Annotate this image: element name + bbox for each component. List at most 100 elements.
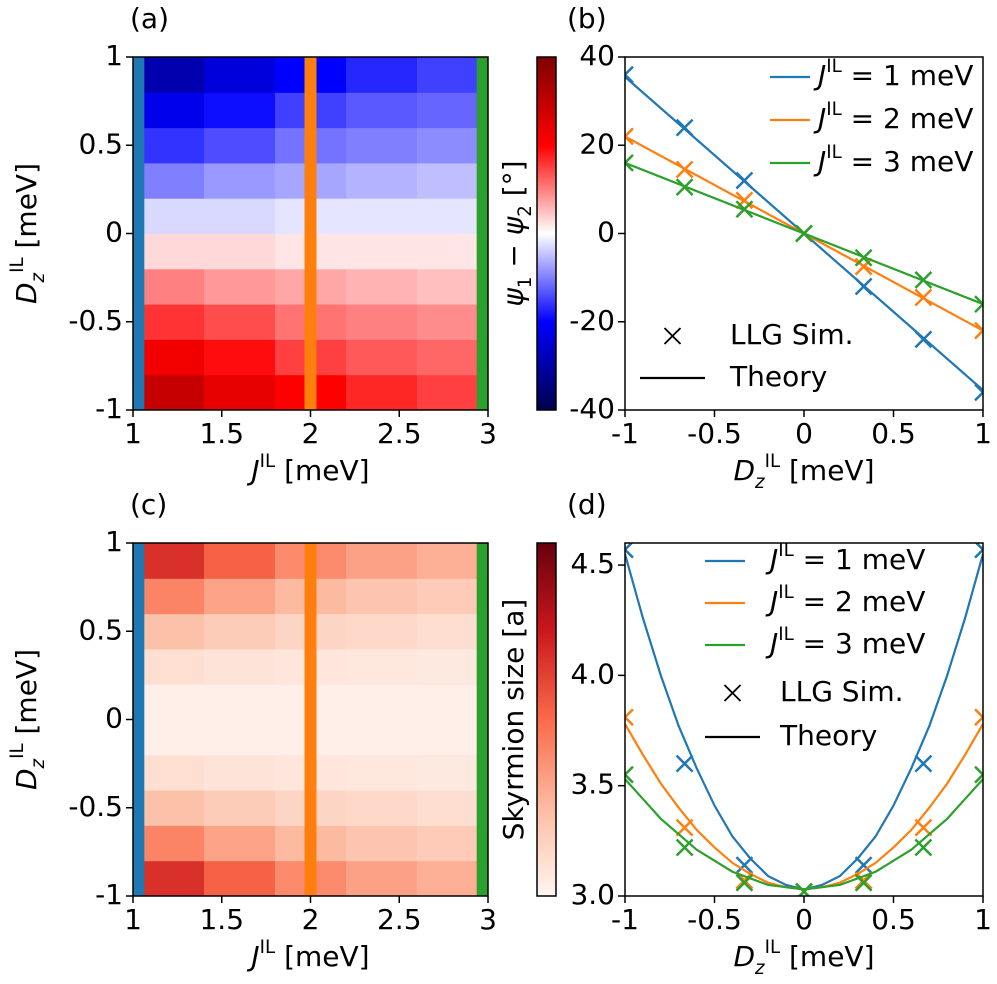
sim-marker <box>735 873 754 892</box>
text-part: [meV] <box>780 454 874 487</box>
sim-marker <box>854 257 873 276</box>
heatmap-cell <box>417 684 488 720</box>
y-tick-label: 3.0 <box>570 878 615 911</box>
x-tick-label: 0 <box>795 903 813 936</box>
x-tick-label: -1 <box>611 903 639 936</box>
panel-label: (d) <box>567 488 607 521</box>
text-part: [meV] <box>275 940 369 973</box>
y-tick-label: 4.0 <box>570 657 615 690</box>
heatmap-cell <box>417 543 488 579</box>
x-tick-label: 2 <box>302 903 320 936</box>
text-part: D <box>10 768 43 790</box>
text-part: J <box>813 102 826 135</box>
sim-marker <box>974 543 983 559</box>
x-axis-label: DzIL [meV] <box>733 937 874 979</box>
heatmap-cell <box>133 613 205 650</box>
text-part: D <box>10 282 43 304</box>
x-tick-label: 3 <box>479 417 497 450</box>
heatmap-cell <box>133 578 205 615</box>
legend-label: JIL = 2 meV <box>813 99 973 136</box>
y-tick-label: 1 <box>105 525 123 558</box>
heatmap-cell <box>133 162 205 199</box>
y-tick-label: 0 <box>105 702 123 735</box>
heatmap-cell <box>346 198 418 234</box>
x-tick-label: 1 <box>974 903 992 936</box>
heatmap-cell <box>204 268 276 305</box>
legend-label: LLG Sim. <box>780 675 904 708</box>
heatmap-cell <box>133 339 205 376</box>
sim-marker <box>735 856 754 874</box>
text-part: IL <box>260 937 276 958</box>
x-tick-label: 3 <box>479 903 497 936</box>
sim-marker <box>735 200 754 219</box>
text-part: J <box>246 454 259 487</box>
text-part: = 1 meV <box>794 543 926 576</box>
heatmap-cell <box>417 304 488 340</box>
y-tick-label: 0 <box>597 216 615 249</box>
heatmap-cell <box>417 198 488 234</box>
panel: (c)Skyrmion size [a]DzIL [meV]1 1.5 2 2.5 3-… <box>7 488 557 973</box>
sim-marker <box>625 708 634 727</box>
heatmap-cell <box>204 860 276 896</box>
heatmap-cell <box>346 374 418 410</box>
heatmap-cell <box>417 790 488 826</box>
heatmap-cell <box>133 543 205 579</box>
legend-swatch <box>723 684 742 702</box>
plot-area <box>625 65 983 402</box>
heatmap-cell <box>346 162 418 199</box>
x-tick-label: 0.5 <box>871 903 916 936</box>
heatmap-cell <box>417 578 488 615</box>
text-part: J <box>765 585 778 618</box>
heatmap-cell <box>346 304 418 340</box>
text-part: J <box>246 940 259 973</box>
legend-label: JIL = 2 meV <box>765 582 925 619</box>
heatmap-cell <box>204 162 276 199</box>
heatmap-cell <box>346 719 418 756</box>
theory-line <box>625 778 983 891</box>
heatmap-cell <box>417 233 488 270</box>
text-part: [°] <box>497 160 530 205</box>
text-part: = 3 meV <box>842 145 974 178</box>
sim-marker <box>914 818 933 837</box>
heatmap-cell <box>346 613 418 650</box>
panel-label: (b) <box>567 2 607 35</box>
legend-swatch <box>663 327 682 345</box>
x-tick-label: -0.5 <box>687 903 742 936</box>
heatmap-cell <box>133 754 205 791</box>
heatmap-cell <box>204 127 276 164</box>
y-tick-label: 4.5 <box>570 547 615 580</box>
x-tick-label: 1 <box>124 903 142 936</box>
plot-area <box>625 543 983 896</box>
colorbar <box>536 542 557 897</box>
y-tick-label: 40 <box>579 39 615 72</box>
sim-marker <box>854 248 873 267</box>
legend-label: Theory <box>779 719 877 752</box>
heatmap-cell <box>204 648 276 685</box>
x-tick-label: 2 <box>302 417 320 450</box>
heatmap-cell <box>346 543 418 579</box>
heatmap-cell <box>346 825 418 862</box>
text-part: ψ <box>497 288 530 307</box>
heatmap-cell <box>204 613 276 650</box>
text-part: J <box>765 627 778 660</box>
heatmap-cell <box>204 233 276 270</box>
x-axis-label: JIL [meV] <box>246 937 369 974</box>
text-part: [meV] <box>10 649 43 743</box>
colorbar <box>536 56 557 411</box>
sim-marker <box>854 873 873 892</box>
text-part: IL <box>7 257 28 273</box>
text-part: 1 <box>515 277 536 289</box>
y-axis-label: DzIL [meV] <box>7 649 49 790</box>
heatmap-cell <box>133 860 205 896</box>
heatmap-cell <box>417 648 488 685</box>
y-tick-label: 0.5 <box>78 127 123 160</box>
y-tick-label: 20 <box>579 127 615 160</box>
heatmap-cell <box>417 860 488 896</box>
text-part: z <box>28 272 49 283</box>
panel-label: (a) <box>130 2 169 35</box>
text-part: ψ <box>497 216 530 235</box>
text-part: = 3 meV <box>794 627 926 660</box>
sim-marker <box>854 277 873 296</box>
